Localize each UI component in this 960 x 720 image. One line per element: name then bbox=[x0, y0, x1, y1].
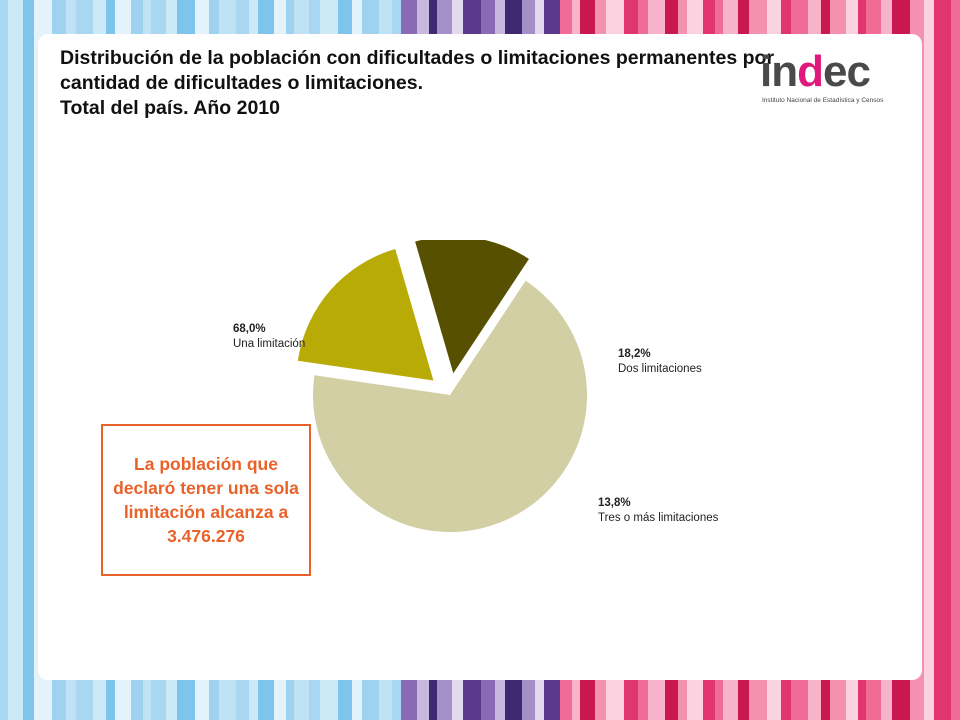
callout-text: La población que declaró tener una sola … bbox=[113, 454, 299, 546]
background-stripe bbox=[934, 0, 951, 720]
chart-title-line-1: Distribución de la población con dificul… bbox=[60, 47, 775, 69]
pie-slice-3 bbox=[415, 240, 529, 374]
slice-value-label: 13,8% bbox=[598, 497, 631, 509]
background-stripe bbox=[924, 0, 934, 720]
background-stripe bbox=[8, 0, 23, 720]
logo-wordmark: indec bbox=[760, 47, 871, 96]
chart-title: Distribución de la población con dificul… bbox=[60, 46, 900, 121]
slice-category-label: Tres o más limitaciones bbox=[598, 512, 719, 524]
slice-value-label: 18,2% bbox=[618, 348, 651, 360]
chart-title-line-3: Total del país. Año 2010 bbox=[60, 97, 280, 119]
indec-logo: indec Instituto Nacional de Estadística … bbox=[760, 50, 890, 106]
background-stripe bbox=[0, 0, 8, 720]
slice-value-label: 68,0% bbox=[233, 323, 266, 335]
slice-category-label: Dos limitaciones bbox=[618, 363, 702, 375]
pie-chart: 68,0% Una limitación 18,2% Dos limitaciones… bbox=[233, 240, 719, 532]
logo-subtitle: Instituto Nacional de Estadística y Cens… bbox=[762, 97, 884, 104]
background-stripe bbox=[951, 0, 960, 720]
slice-category-label: Una limitación bbox=[233, 338, 305, 350]
background-stripe bbox=[23, 0, 34, 720]
pie-slice-2 bbox=[297, 248, 434, 381]
chart-title-line-2: cantidad de dificultades o limitaciones. bbox=[60, 72, 423, 94]
pie-slice-1 bbox=[313, 280, 587, 532]
callout-box: La población que declaró tener una sola … bbox=[101, 424, 311, 576]
